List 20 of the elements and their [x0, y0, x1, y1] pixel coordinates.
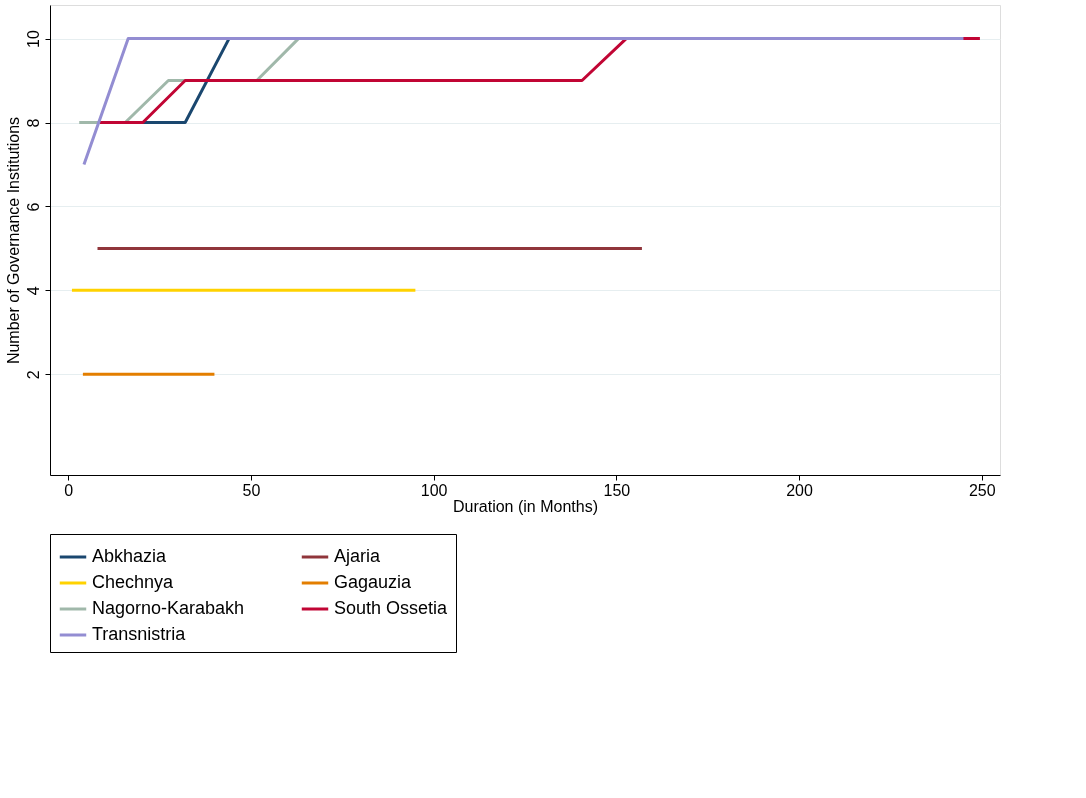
x-tick-label: 100	[420, 481, 448, 499]
y-tick-label: 10	[24, 30, 42, 48]
y-tick-label: 8	[24, 118, 42, 128]
y-tick-label: 4	[24, 286, 42, 296]
legend-label: Nagorno-Karabakh	[92, 598, 245, 618]
x-tick-label: 50	[242, 481, 261, 499]
y-tick-label: 2	[24, 370, 42, 380]
x-tick-label: 150	[603, 481, 631, 499]
x-axis-title: Duration (in Months)	[453, 497, 598, 515]
x-tick-label: 250	[968, 481, 996, 499]
legend-label: Chechnya	[92, 572, 175, 592]
legend-label: Transnistria	[92, 624, 187, 644]
x-tick-label: 0	[64, 481, 74, 499]
legend-label: Gagauzia	[334, 572, 413, 592]
y-axis-title: Number of Governance Institutions	[4, 116, 22, 365]
y-tick-label: 6	[24, 202, 42, 212]
legend-label: Ajaria	[334, 546, 382, 566]
x-tick-label: 200	[786, 481, 813, 499]
legend-label: South Ossetia	[334, 598, 449, 618]
legend-label: Abkhazia	[92, 546, 168, 566]
